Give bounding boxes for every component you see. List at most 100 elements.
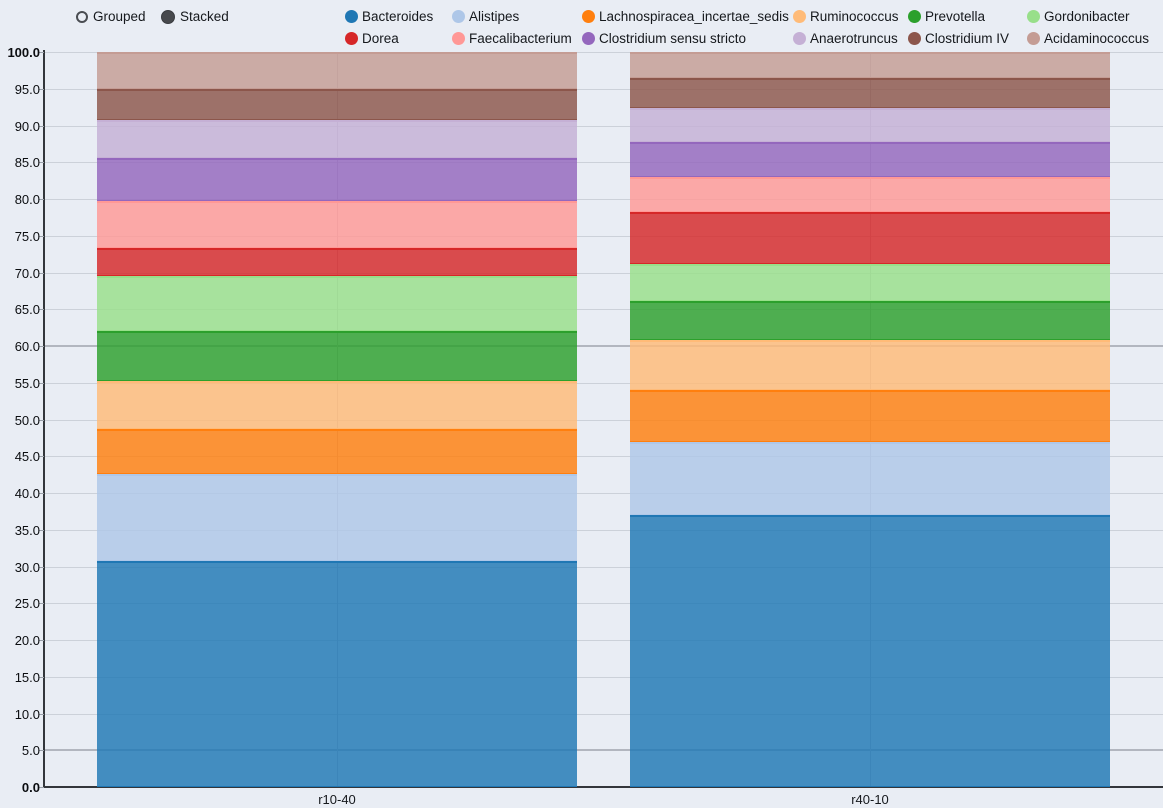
y-tick-label: 5.0: [21, 743, 40, 759]
stacked-mode-option[interactable]: Stacked: [161, 9, 229, 24]
legend-item-prevotella[interactable]: Prevotella: [908, 9, 985, 24]
stacked-mode-label: Stacked: [180, 9, 229, 24]
legend-label: Gordonibacter: [1044, 9, 1130, 24]
y-tick-mark: [39, 566, 44, 568]
bar-segment[interactable]: [97, 52, 577, 89]
y-tick-mark: [39, 162, 44, 164]
bar-segment[interactable]: [97, 120, 577, 158]
legend-label: Bacteroides: [362, 9, 434, 24]
y-tick-mark: [39, 640, 44, 641]
y-tick-mark: [39, 235, 44, 237]
y-tick-label: 35.0: [14, 522, 40, 538]
legend-swatch-icon: [345, 32, 358, 45]
y-gridline: [45, 88, 1163, 90]
y-tick-label: 100.0: [7, 45, 40, 60]
y-tick-label: 45.0: [14, 449, 40, 465]
legend-item-acidaminococcus[interactable]: Acidaminococcus: [1027, 31, 1149, 46]
y-gridline: [45, 309, 1163, 311]
x-tick-label-r40-10: r40-10: [851, 792, 889, 807]
y-gridline: [45, 456, 1163, 458]
y-tick-label: 80.0: [14, 192, 40, 207]
bar-segment[interactable]: [97, 381, 577, 430]
bar-segment[interactable]: [97, 247, 577, 277]
y-gridline: [45, 676, 1163, 678]
y-tick-mark: [39, 419, 44, 421]
y-tick-mark: [39, 52, 44, 53]
y-gridline: [45, 199, 1163, 200]
legend-item-clostridium-iv[interactable]: Clostridium IV: [908, 31, 1009, 46]
bar-segment[interactable]: [630, 176, 1110, 213]
radio-selected-icon[interactable]: [161, 9, 175, 24]
x-tick-label-r10-40: r10-40: [318, 792, 356, 807]
legend-swatch-icon: [345, 10, 358, 23]
y-tick-mark: [39, 272, 44, 274]
y-gridline: [45, 493, 1163, 494]
legend-item-clostridium-sensu-stricto[interactable]: Clostridium sensu stricto: [582, 31, 746, 46]
stacked-bar-r40-10: [630, 52, 1110, 787]
y-tick-label: 90.0: [14, 118, 40, 134]
legend-swatch-icon: [582, 10, 595, 23]
legend-item-alistipes[interactable]: Alistipes: [452, 9, 519, 24]
y-tick-label: 10.0: [14, 706, 40, 722]
bar-segment[interactable]: [630, 340, 1110, 391]
y-tick-label: 30.0: [14, 559, 40, 575]
legend-swatch-icon: [1027, 10, 1040, 23]
bar-segment[interactable]: [630, 264, 1110, 302]
y-gridline: [45, 749, 1163, 752]
bar-segment[interactable]: [630, 390, 1110, 442]
bar-segment[interactable]: [630, 141, 1110, 177]
y-tick-label: 65.0: [14, 302, 40, 318]
bar-segment[interactable]: [630, 301, 1110, 341]
y-tick-mark: [39, 529, 44, 531]
y-gridline: [45, 566, 1163, 568]
bar-segment[interactable]: [630, 212, 1110, 265]
bar-segment[interactable]: [97, 560, 577, 787]
bar-segment[interactable]: [630, 77, 1110, 108]
stacked-bar-r10-40: [97, 52, 577, 787]
legend-item-bacteroides[interactable]: Bacteroides: [345, 9, 433, 24]
y-gridline: [45, 713, 1163, 715]
y-tick-label: 75.0: [14, 228, 40, 244]
bar-segment[interactable]: [630, 52, 1110, 78]
y-gridline: [45, 382, 1163, 384]
legend-item-faecalibacterium[interactable]: Faecalibacterium: [452, 31, 572, 46]
bar-segment[interactable]: [97, 331, 577, 382]
legend-item-dorea[interactable]: Dorea: [345, 31, 399, 46]
y-tick-mark: [39, 787, 44, 788]
y-tick-label: 60.0: [14, 339, 40, 354]
bar-segment[interactable]: [97, 157, 577, 202]
y-axis-line: [43, 50, 45, 788]
bar-segment[interactable]: [630, 515, 1110, 787]
legend-item-anaerotruncus[interactable]: Anaerotruncus: [793, 31, 898, 46]
grouped-mode-option[interactable]: Grouped: [76, 9, 146, 24]
radio-unselected-icon[interactable]: [76, 10, 88, 23]
bar-segment[interactable]: [630, 441, 1110, 516]
bar-segment[interactable]: [97, 429, 577, 474]
bar-segment[interactable]: [97, 473, 577, 561]
legend-swatch-icon: [582, 32, 595, 45]
y-tick-mark: [39, 125, 44, 127]
x-axis-line: [43, 786, 1163, 788]
bar-segment[interactable]: [97, 276, 577, 332]
legend-item-ruminococcus[interactable]: Ruminococcus: [793, 9, 899, 24]
y-gridline: [45, 603, 1163, 605]
legend-swatch-icon: [452, 10, 465, 23]
y-gridline: [45, 419, 1163, 421]
bar-segment[interactable]: [97, 201, 577, 248]
legend-label: Clostridium sensu stricto: [599, 31, 747, 46]
y-tick-mark: [39, 676, 44, 678]
y-tick-label: 20.0: [14, 633, 40, 648]
legend-label: Prevotella: [925, 9, 986, 24]
legend-item-lachnospiracea-incertae-sedis[interactable]: Lachnospiracea_incertae_sedis: [582, 9, 789, 24]
bar-segment[interactable]: [630, 107, 1110, 142]
y-gridline: [45, 52, 1163, 53]
legend-label: Lachnospiracea_incertae_sedis: [599, 9, 789, 24]
legend-swatch-icon: [452, 32, 465, 45]
y-tick-label: 40.0: [14, 486, 40, 501]
legend-item-gordonibacter[interactable]: Gordonibacter: [1027, 9, 1130, 24]
legend-swatch-icon: [1027, 32, 1040, 45]
y-tick-mark: [39, 382, 44, 384]
bar-segment[interactable]: [97, 88, 577, 121]
legend-label: Faecalibacterium: [469, 31, 572, 46]
